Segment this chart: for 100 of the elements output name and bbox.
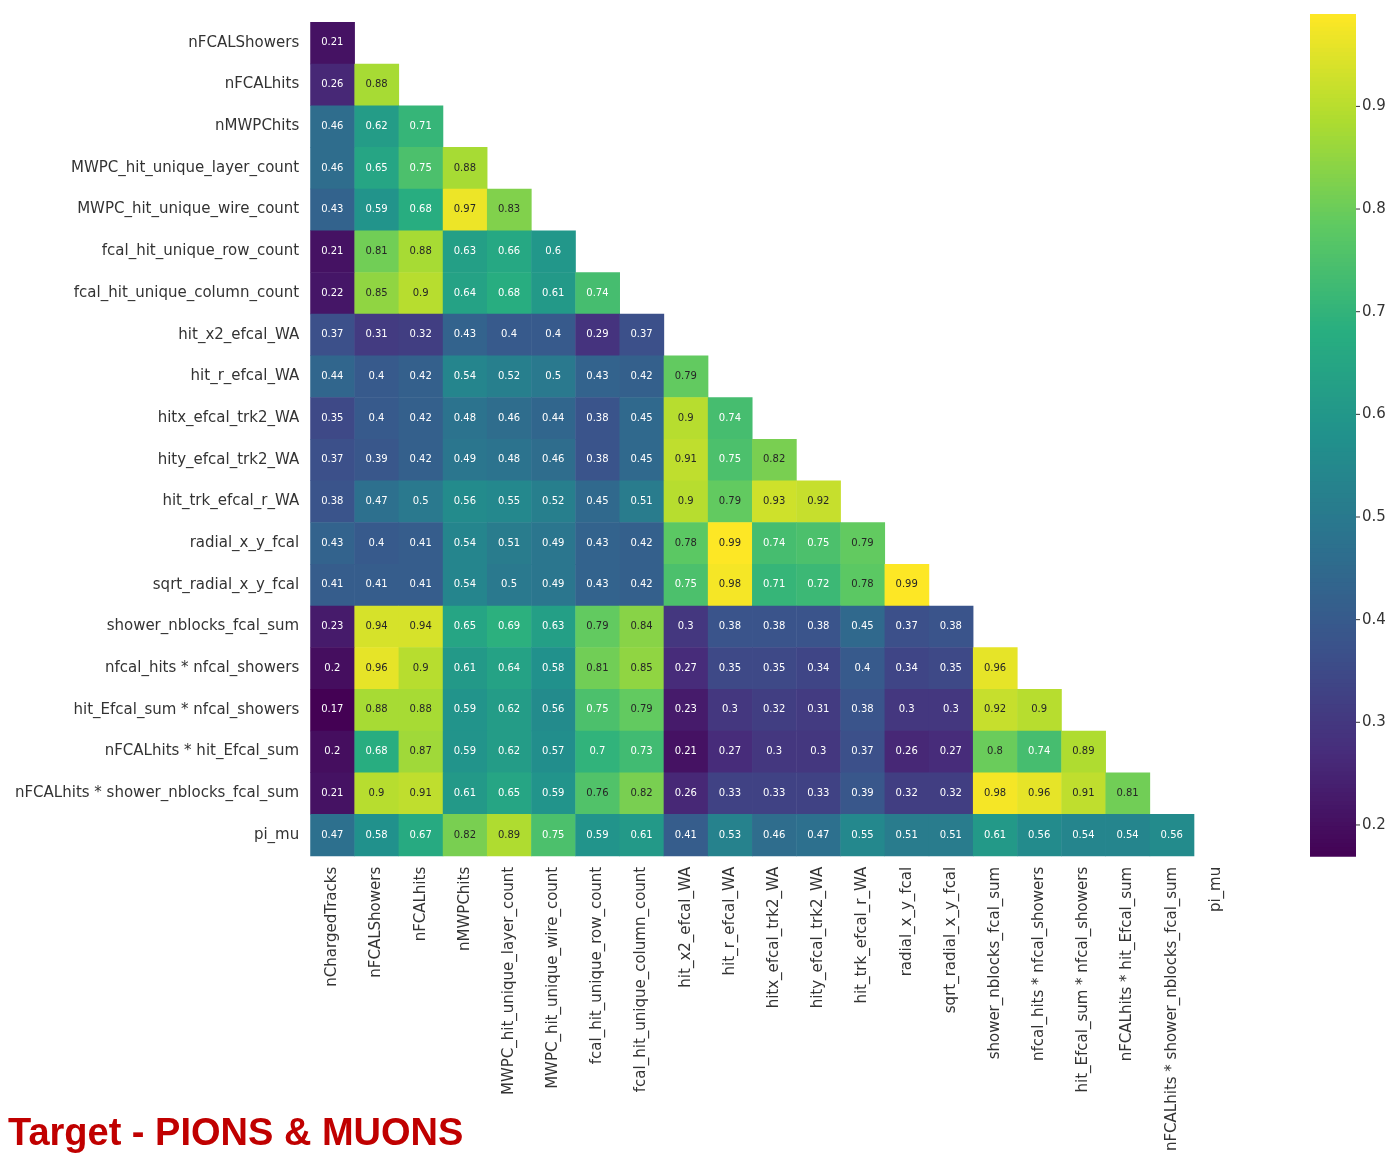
y-tick-label: nFCALhits * hit_Efcal_sum — [104, 741, 300, 761]
data-label: 0.27 — [718, 745, 742, 757]
data-label: 0.43 — [453, 328, 476, 340]
data-label: 0.6 — [545, 244, 562, 256]
color-bar-label: 0.5 — [1362, 506, 1386, 525]
data-label: 0.21 — [321, 36, 344, 48]
data-label: 0.42 — [630, 578, 653, 590]
data-label: 0.37 — [851, 745, 874, 757]
data-label: 0.44 — [321, 369, 344, 381]
data-label: 0.64 — [453, 286, 476, 298]
data-label: 0.65 — [497, 786, 521, 798]
data-label: 0.54 — [1116, 828, 1139, 840]
y-tick-label: shower_nblocks_fcal_sum — [106, 616, 300, 636]
data-label: 0.9 — [368, 786, 385, 798]
data-label: 0.21 — [321, 786, 344, 798]
data-label: 0.98 — [983, 786, 1007, 798]
data-label: 0.64 — [497, 661, 521, 673]
data-label: 0.72 — [807, 578, 830, 590]
data-label: 0.88 — [409, 244, 432, 256]
data-label: 0.75 — [542, 828, 565, 840]
y-tick-label: MWPC_hit_unique_layer_count — [70, 157, 300, 177]
color-bar-label: 0.9 — [1362, 96, 1386, 115]
data-label: 0.51 — [895, 828, 918, 840]
data-label: 0.45 — [630, 453, 653, 465]
data-label: 0.85 — [365, 286, 388, 298]
x-tick-label: fcal_hit_unique_row_count — [587, 866, 607, 1065]
data-label: 0.34 — [895, 661, 918, 673]
data-label: 0.41 — [365, 578, 388, 590]
data-label: 0.51 — [630, 495, 653, 507]
x-tick-label: hit_x2_efcal_WA — [675, 866, 695, 988]
y-tick-label: hit_r_efcal_WA — [190, 366, 300, 386]
y-tick-label: nFCALShowers — [188, 32, 300, 51]
data-label: 0.56 — [1028, 828, 1051, 840]
data-label: 0.99 — [718, 536, 742, 548]
data-label: 0.9 — [412, 661, 429, 673]
data-label: 0.59 — [453, 745, 476, 757]
data-label: 0.23 — [674, 703, 697, 715]
data-label: 0.41 — [321, 578, 344, 590]
data-label: 0.37 — [630, 328, 653, 340]
data-label: 0.45 — [851, 620, 874, 632]
data-label: 0.4 — [501, 328, 517, 340]
data-label: 0.9 — [412, 286, 429, 298]
data-label: 0.96 — [1028, 786, 1051, 798]
data-label: 0.5 — [412, 495, 429, 507]
y-tick-label: nfcal_hits * nfcal_showers — [105, 658, 300, 678]
data-label: 0.22 — [321, 286, 344, 298]
data-label: 0.31 — [807, 703, 830, 715]
data-label: 0.38 — [762, 620, 786, 632]
data-label: 0.26 — [895, 745, 918, 757]
data-label: 0.46 — [542, 453, 565, 465]
data-label: 0.59 — [365, 203, 388, 215]
data-label: 0.61 — [630, 828, 653, 840]
data-label: 0.71 — [762, 578, 786, 590]
data-label: 0.35 — [718, 661, 742, 673]
data-label: 0.38 — [939, 620, 962, 632]
x-tick-label: hit_r_efcal_WA — [719, 866, 739, 976]
data-label: 0.37 — [321, 328, 344, 340]
color-bar-label: 0.2 — [1362, 814, 1386, 833]
data-label: 0.45 — [586, 495, 609, 507]
data-label: 0.41 — [409, 578, 432, 590]
data-label: 0.3 — [942, 703, 959, 715]
data-label: 0.74 — [586, 286, 609, 298]
data-label: 0.3 — [721, 703, 738, 715]
data-label: 0.39 — [365, 453, 388, 465]
data-label: 0.52 — [542, 495, 565, 507]
data-label: 0.27 — [674, 661, 697, 673]
data-label: 0.58 — [365, 828, 388, 840]
x-tick-label: hity_efcal_trk2_WA — [808, 866, 828, 1009]
data-label: 0.9 — [1031, 703, 1048, 715]
data-label: 0.59 — [453, 703, 476, 715]
data-label: 0.38 — [807, 620, 830, 632]
x-tick-label: nfcal_hits * nfcal_showers — [1029, 866, 1049, 1061]
data-label: 0.43 — [586, 578, 609, 590]
data-label: 0.47 — [321, 828, 344, 840]
x-tick-label: sqrt_radial_x_y_fcal — [940, 866, 960, 1014]
x-tick-label: nFCALhits * shower_nblocks_fcal_sum — [1161, 866, 1181, 1152]
data-label: 0.35 — [321, 411, 344, 423]
y-tick-label: pi_mu — [253, 824, 300, 844]
data-label: 0.56 — [1160, 828, 1183, 840]
data-label: 0.53 — [718, 828, 742, 840]
data-label: 0.94 — [365, 620, 388, 632]
data-label: 0.48 — [497, 453, 521, 465]
data-label: 0.43 — [321, 536, 344, 548]
data-label: 0.33 — [718, 786, 742, 798]
x-tick-label: radial_x_y_fcal — [896, 866, 916, 977]
data-label: 0.55 — [497, 495, 521, 507]
data-label: 0.4 — [368, 411, 385, 423]
data-label: 0.79 — [586, 620, 609, 632]
data-label: 0.51 — [939, 828, 962, 840]
data-label: 0.61 — [542, 286, 565, 298]
data-label: 0.26 — [674, 786, 697, 798]
data-label: 0.27 — [939, 745, 962, 757]
text: Target - PIONS & MUONS — [8, 1111, 464, 1154]
color-bar-label: 0.7 — [1362, 301, 1386, 320]
data-label: 0.63 — [542, 620, 565, 632]
data-label: 0.68 — [365, 745, 388, 757]
data-label: 0.54 — [453, 578, 476, 590]
data-label: 0.85 — [630, 661, 653, 673]
data-label: 0.41 — [674, 828, 697, 840]
data-label: 0.38 — [321, 495, 344, 507]
